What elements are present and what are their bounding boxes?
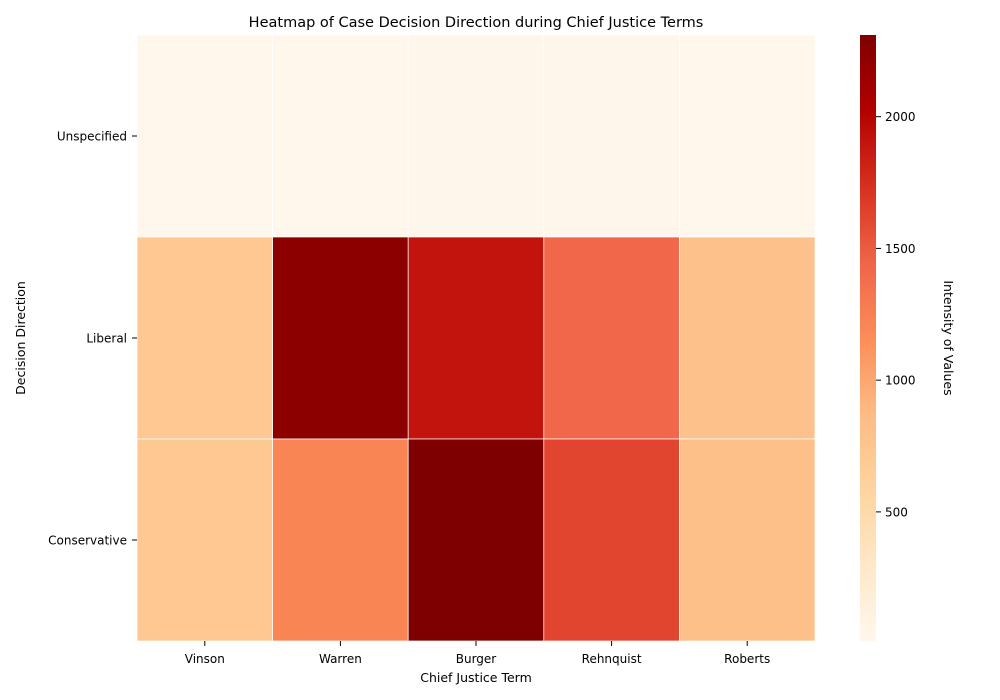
x-axis-label: Chief Justice Term	[420, 670, 532, 685]
heatmap-cell	[543, 236, 680, 440]
heatmap-cell	[543, 438, 680, 642]
colorbar-tick-label: 1500	[885, 242, 916, 256]
heatmap-cell	[407, 236, 545, 440]
x-tick-label: Rehnquist	[582, 652, 642, 666]
heatmap-cell	[136, 438, 273, 642]
x-tick-label: Warren	[319, 652, 362, 666]
heatmap-cell	[272, 236, 409, 440]
heatmap-cell	[407, 34, 545, 238]
colorbar-label: Intensity of Values	[941, 280, 956, 395]
x-tick-label: Roberts	[724, 652, 770, 666]
chart-title: Heatmap of Case Decision Direction durin…	[249, 15, 704, 31]
heatmap-cell	[679, 438, 816, 642]
heatmap-cell	[679, 236, 816, 440]
y-tick-label: Conservative	[48, 534, 127, 548]
heatmap-cell	[679, 34, 816, 238]
x-tick-label: Vinson	[185, 652, 225, 666]
y-axis-ticks: Unspecified Liberal Conservative	[48, 130, 137, 548]
colorbar-tick-label: 2000	[885, 110, 916, 124]
heatmap-cell	[272, 34, 409, 238]
x-tick-label: Burger	[456, 652, 497, 666]
heatmap-cell	[407, 438, 545, 642]
colorbar-tick-label: 500	[885, 505, 908, 519]
colorbar	[860, 35, 876, 641]
heatmap-cell	[543, 34, 680, 238]
y-tick-label: Unspecified	[57, 130, 127, 144]
colorbar-ticks: 500 1000 1500 2000	[876, 110, 916, 519]
y-axis-label: Decision Direction	[13, 281, 28, 395]
colorbar-tick-label: 1000	[885, 374, 916, 388]
heatmap-cell	[272, 438, 409, 642]
x-axis-ticks: Vinson Warren Burger Rehnquist Roberts	[185, 641, 770, 666]
heatmap-cell	[136, 236, 273, 440]
heatmap-cell	[136, 34, 273, 238]
heatmap-cells	[136, 34, 816, 642]
y-tick-label: Liberal	[86, 332, 127, 346]
